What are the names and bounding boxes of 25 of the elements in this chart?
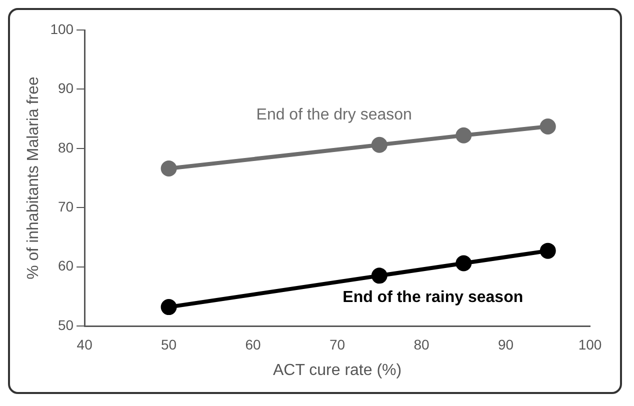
x-tick-label: 60 <box>245 336 262 352</box>
x-tick-label: 100 <box>578 336 602 352</box>
x-axis-title: ACT cure rate (%) <box>272 362 402 379</box>
point <box>160 299 177 316</box>
y-axis-title: % of inhabitants Malaria free <box>25 76 42 280</box>
x-tick-label: 50 <box>161 336 177 352</box>
point <box>540 118 556 134</box>
series-label: End of the dry season <box>256 106 412 124</box>
point <box>456 255 472 272</box>
y-tick-label: 70 <box>58 198 74 214</box>
y-tick-label: 90 <box>58 80 74 96</box>
y-tick-label: 50 <box>58 316 74 333</box>
point <box>160 160 177 177</box>
x-tick-label: 90 <box>498 336 514 352</box>
point <box>371 268 388 284</box>
x-tick-label: 40 <box>76 336 93 352</box>
series-label: End of the rainy season <box>342 289 524 306</box>
y-tick-label: 100 <box>50 20 74 37</box>
x-tick-label: 70 <box>329 336 346 352</box>
point <box>371 136 388 153</box>
y-tick-label: 80 <box>58 139 74 156</box>
y-tick-label: 60 <box>58 258 74 274</box>
x-tick-label: 80 <box>414 336 430 352</box>
point <box>540 242 556 259</box>
point <box>456 127 472 144</box>
